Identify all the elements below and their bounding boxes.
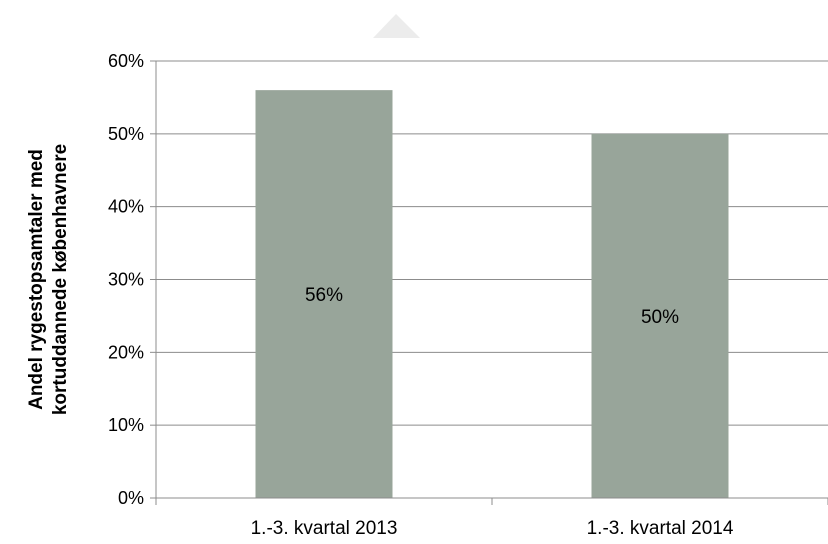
bar [591,133,729,499]
bar [255,90,393,498]
y-tick-label: 40% [108,197,144,217]
y-tick-label: 60% [108,51,144,71]
y-tick-label: 50% [108,124,144,144]
top-left-clipped-text [0,0,300,10]
y-axis-title: Andel rygestopsamtaler med kortuddannede … [26,144,71,415]
x-axis: 1.-3. kvartal 2013 1.-3. kvartal 2014 [155,497,828,539]
y-axis-title-line: Andel rygestopsamtaler med [26,149,47,410]
y-tick-label: 0% [118,488,144,508]
x-category-label: 1.-3. kvartal 2013 [251,518,398,539]
y-axis: 0% 10% 20% 30% 40% 50% 60% [108,51,157,508]
y-tick-label: 30% [108,270,144,290]
x-category-label: 1.-3. kvartal 2014 [587,518,734,539]
bar-data-label: 50% [641,307,679,328]
bar-data-label: 56% [305,285,343,306]
y-axis-title-line: kortuddannede københavnere [50,144,71,415]
y-tick-label: 20% [108,342,144,362]
bars: 56% 50% [255,90,729,499]
top-watermark-triangle [373,14,420,38]
y-tick-label: 10% [108,415,144,435]
